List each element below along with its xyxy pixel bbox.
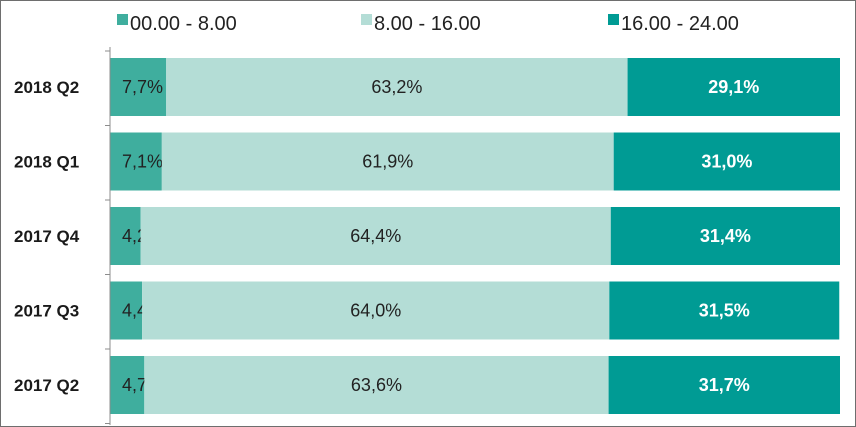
- legend-label-1: 00.00 - 8.00: [130, 13, 237, 35]
- bar-2017-q2-series-3: [608, 356, 840, 414]
- bar-2017-q3-series-1: [110, 281, 143, 340]
- bar-2018-q2-series-3: [627, 58, 840, 116]
- data-label-2018-q1-series-2: 61,9%: [362, 152, 413, 172]
- bar-2017-q2-series-2: [144, 356, 609, 414]
- data-label-2018-q2-series-2: 63,2%: [371, 77, 422, 97]
- data-label-2017-q3-series-2: 64,0%: [350, 301, 401, 321]
- data-label-2017-q2-series-3: 31,7%: [699, 375, 750, 395]
- bar-2017-q4-series-2: [140, 207, 611, 265]
- bar-2018-q2-series-2: [166, 58, 628, 116]
- legend-swatch-2: [361, 14, 372, 25]
- legend-label-2: 8.00 - 16.00: [374, 13, 481, 35]
- legend-label-3: 16.00 - 24.00: [621, 13, 739, 35]
- data-label-2017-q3-series-3: 31,5%: [699, 301, 750, 321]
- bar-2017-q4-series-1: [110, 207, 141, 265]
- bar-2018-q1-series-1: [110, 132, 162, 191]
- category-label-1: 2018 Q2: [14, 78, 79, 97]
- category-label-3: 2017 Q4: [14, 227, 80, 246]
- data-label-2018-q2-series-1: 7,7%: [122, 77, 163, 97]
- bar-2018-q1-series-3: [613, 132, 840, 191]
- bar-2017-q2-series-1: [110, 356, 145, 414]
- data-label-2017-q4-series-2: 64,4%: [350, 226, 401, 246]
- bar-2018-q1-series-2: [161, 132, 614, 191]
- legend-swatch-3: [608, 14, 619, 25]
- data-label-2018-q1-series-3: 31,0%: [701, 152, 752, 172]
- bar-2017-q3-series-2: [142, 281, 610, 340]
- data-label-2017-q2-series-2: 63,6%: [351, 375, 402, 395]
- legend-swatch-1: [117, 14, 128, 25]
- data-label-2018-q2-series-3: 29,1%: [708, 77, 759, 97]
- category-label-2: 2018 Q1: [14, 153, 79, 172]
- data-label-2018-q1-series-1: 7,1%: [122, 152, 163, 172]
- bar-2017-q4-series-3: [610, 207, 840, 265]
- category-label-5: 2017 Q2: [14, 376, 79, 395]
- bar-2018-q2-series-1: [110, 58, 167, 116]
- data-label-2017-q4-series-3: 31,4%: [700, 226, 751, 246]
- bar-2017-q3-series-3: [609, 281, 840, 340]
- category-label-4: 2017 Q3: [14, 302, 79, 321]
